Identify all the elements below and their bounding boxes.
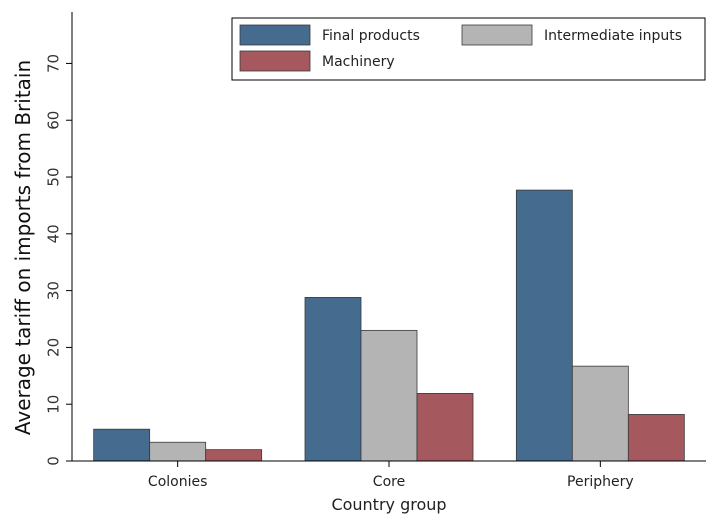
legend-label: Machinery [322, 54, 395, 70]
bar-intermediate-inputs-colonies [149, 441, 207, 462]
y-tick-label: 50 [45, 167, 63, 186]
y-tick-label: 40 [45, 224, 63, 243]
y-axis-ticks: 0 10 20 30 40 50 60 70 [45, 54, 72, 466]
legend-label: Intermediate inputs [544, 28, 682, 44]
y-tick-label: 0 [45, 456, 63, 466]
bar-machinery-colonies [205, 449, 263, 462]
bar-intermediate-inputs-periphery [571, 365, 629, 462]
x-tick-label: Colonies [148, 474, 207, 490]
x-axis-title: Country group [331, 495, 446, 514]
legend-swatch [461, 24, 533, 46]
bar-machinery-core [416, 393, 474, 462]
x-tick-label: Core [373, 474, 405, 490]
legend-swatch [239, 24, 311, 46]
y-tick-label: 70 [45, 54, 63, 73]
y-tick-label: 10 [45, 395, 63, 414]
legend-swatch [239, 50, 311, 72]
y-axis-title: Average tariff on imports from Britain [11, 60, 35, 435]
bar-final-products-periphery [515, 189, 573, 462]
legend: Final products Intermediate inputs Machine… [231, 17, 706, 81]
bar-final-products-core [304, 297, 362, 462]
bar-intermediate-inputs-core [360, 329, 418, 462]
y-tick-label: 30 [45, 281, 63, 300]
legend-label: Final products [322, 28, 420, 44]
x-tick-label: Periphery [567, 474, 634, 490]
y-tick-label: 20 [45, 338, 63, 357]
bar-machinery-periphery [627, 414, 685, 462]
bar-final-products-colonies [93, 428, 151, 462]
x-axis-ticks: Colonies Core Periphery [148, 461, 634, 490]
bars [93, 189, 685, 462]
y-tick-label: 60 [45, 111, 63, 130]
